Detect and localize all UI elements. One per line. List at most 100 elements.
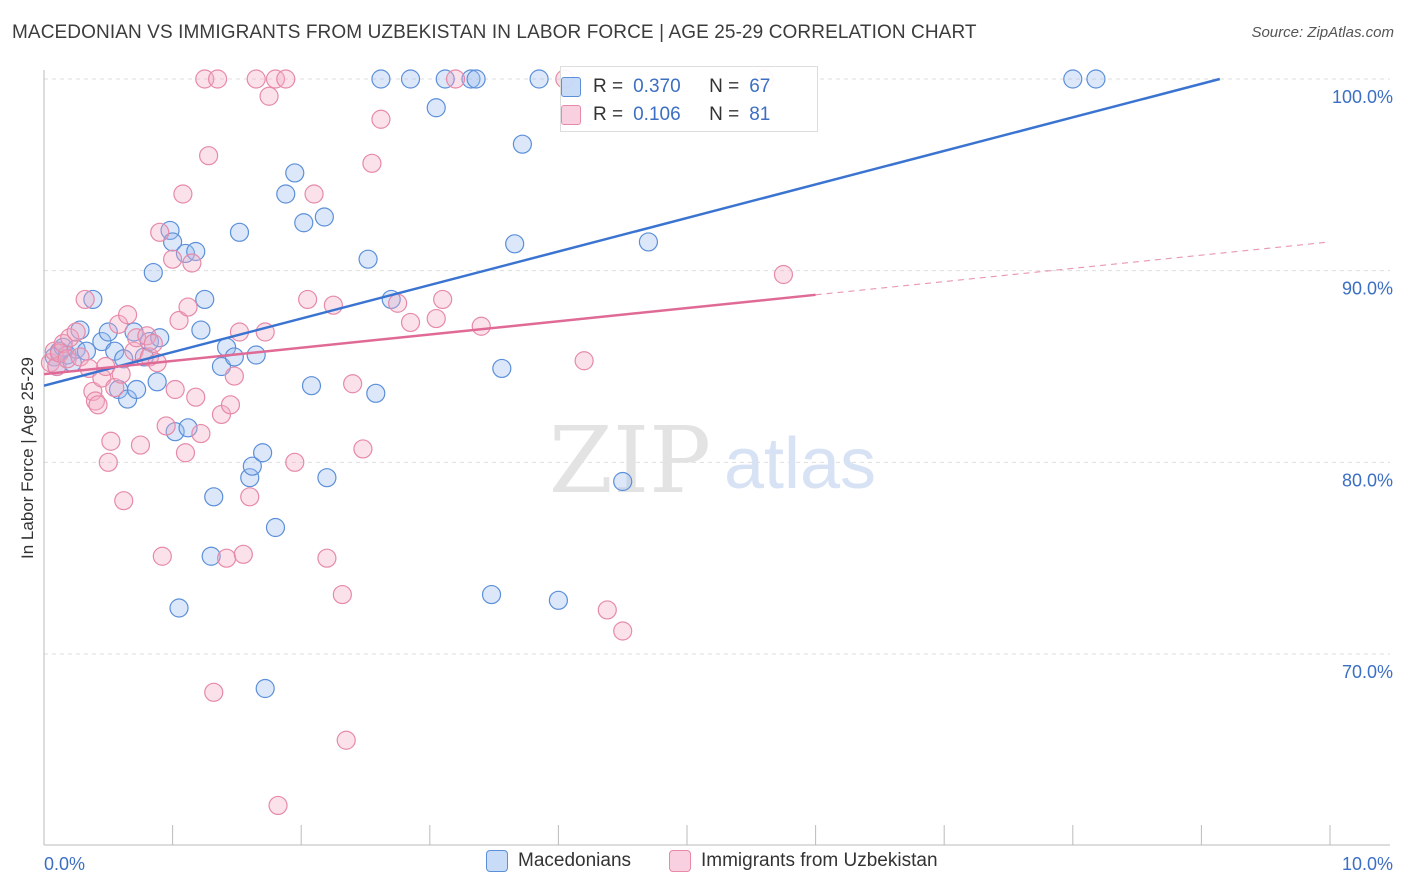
uzbekistan-point (400, 312, 421, 333)
watermark-atlas: atlas (724, 424, 876, 504)
macedonian-point (492, 358, 512, 379)
uzbekistan-point (343, 374, 363, 394)
macedonian-point (1086, 69, 1106, 89)
uzbekistan-point (165, 379, 185, 400)
macedonian-point (505, 234, 525, 254)
uzbekistan-point (285, 452, 305, 472)
uzbekistan-point (353, 439, 373, 459)
legend-swatch-blue (561, 77, 581, 97)
macedonian-point (126, 379, 147, 400)
uzbekistan-point (362, 153, 382, 173)
uzbekistan-point (259, 86, 279, 106)
uzbekistan-point (233, 544, 253, 564)
macedonian-point (1063, 69, 1083, 89)
uzbekistan-point (178, 297, 198, 317)
uzbekistan-point (597, 600, 617, 620)
legend-label-macedonians: Macedonians (518, 850, 632, 871)
x-tick-label: 10.0% (1342, 854, 1393, 874)
uzbekistan-point (773, 264, 794, 285)
macedonian-point (169, 598, 189, 618)
uzbekistan-point (88, 395, 108, 415)
macedonian-point (317, 468, 337, 488)
legend-n-label: N = (709, 76, 740, 97)
legend-r-label: R = (593, 76, 624, 97)
macedonian-point (255, 678, 275, 699)
macedonian-point (426, 98, 446, 118)
uzbekistan-point (150, 222, 170, 242)
macedonian-point (512, 134, 532, 154)
macedonian-point (301, 376, 322, 396)
uzbekistan-point (332, 584, 352, 605)
macedonian-point (265, 517, 286, 538)
y-tick-label: 90.0% (1342, 279, 1393, 299)
uzbekistan-point (217, 548, 237, 568)
uzbekistan-point (199, 146, 219, 166)
y-tick-label: 70.0% (1342, 662, 1393, 682)
chart-title: MACEDONIAN VS IMMIGRANTS FROM UZBEKISTAN… (12, 22, 977, 43)
macedonian-point (242, 456, 262, 476)
macedonian-point (638, 232, 659, 252)
uzbekistan-point (182, 253, 202, 273)
legend-n-value: 67 (749, 76, 771, 97)
macedonian-point (229, 222, 250, 242)
uzbekistan-point (163, 249, 183, 269)
correlation-legend: R = 0.370 N = 67 R = 0.106 N = 81 (560, 66, 818, 132)
y-tick-label: 100.0% (1332, 87, 1393, 107)
macedonian-point (204, 487, 224, 507)
legend-row-macedonians: R = 0.370 N = 67 (561, 73, 771, 101)
legend-swatch-blue (486, 850, 508, 872)
legend-swatch-pink (561, 105, 581, 125)
macedonian-point (163, 232, 183, 252)
uzbekistan-point (191, 423, 211, 444)
uzbekistan-point (130, 435, 151, 455)
macedonian-point (358, 249, 378, 269)
uzbekistan-point (75, 289, 95, 310)
uzbekistan-point (152, 546, 172, 566)
trend-line-0 (43, 77, 1221, 387)
uzbekistan-point (613, 621, 633, 641)
uzbekistan-point (49, 343, 70, 363)
macedonian-point (276, 184, 296, 204)
uzbekistan-point (114, 491, 134, 511)
legend-r-value: 0.106 (633, 104, 681, 125)
legend-swatch-pink (669, 850, 691, 872)
uzbekistan-point (265, 69, 286, 89)
uzbekistan-point (173, 184, 193, 204)
legend-r-label: R = (593, 104, 624, 125)
macedonian-point (195, 289, 215, 310)
macedonian-point (294, 213, 314, 233)
y-axis-title: In Labor Force | Age 25-29 (18, 357, 37, 559)
uzbekistan-point (433, 289, 453, 310)
legend-row-uzbekistan: R = 0.106 N = 81 (561, 101, 771, 129)
uzbekistan-point (224, 366, 244, 386)
tick-labels: 70.0% 80.0% 90.0% 100.0% 0.0% 10.0% (44, 87, 1393, 874)
uzbekistan-point (175, 443, 196, 463)
trend-lines (43, 77, 1331, 387)
uzbekistan-point (169, 310, 189, 331)
macedonian-point (466, 69, 486, 89)
uzbekistan-point (186, 387, 206, 407)
grid-lines (44, 78, 1390, 655)
macedonian-point (246, 345, 266, 365)
macedonian-point (548, 590, 569, 610)
trend-line-solid-1 (43, 293, 816, 376)
macedonian-point (83, 289, 103, 310)
macedonian-point (240, 468, 260, 488)
uzbekistan-point (101, 431, 121, 451)
uzbekistan-point (298, 289, 318, 310)
uzbekistan-point (98, 452, 118, 472)
macedonian-point (529, 69, 549, 89)
watermark: ZIP atlas (549, 407, 876, 514)
macedonian-point (201, 546, 221, 566)
macedonian-point (186, 241, 206, 262)
uzbekistan-point (208, 69, 228, 89)
macedonian-point (314, 207, 334, 227)
legend-item-uzbekistan: Immigrants from Uzbekistan (669, 850, 938, 872)
legend-n-value: 81 (749, 104, 771, 125)
x-tick-label: 0.0% (44, 854, 85, 874)
trend-line-dashed-1 (815, 241, 1331, 296)
legend-r-value: 0.370 (633, 76, 681, 97)
uzbekistan-point (246, 69, 266, 89)
uzbekistan-point (204, 682, 224, 702)
